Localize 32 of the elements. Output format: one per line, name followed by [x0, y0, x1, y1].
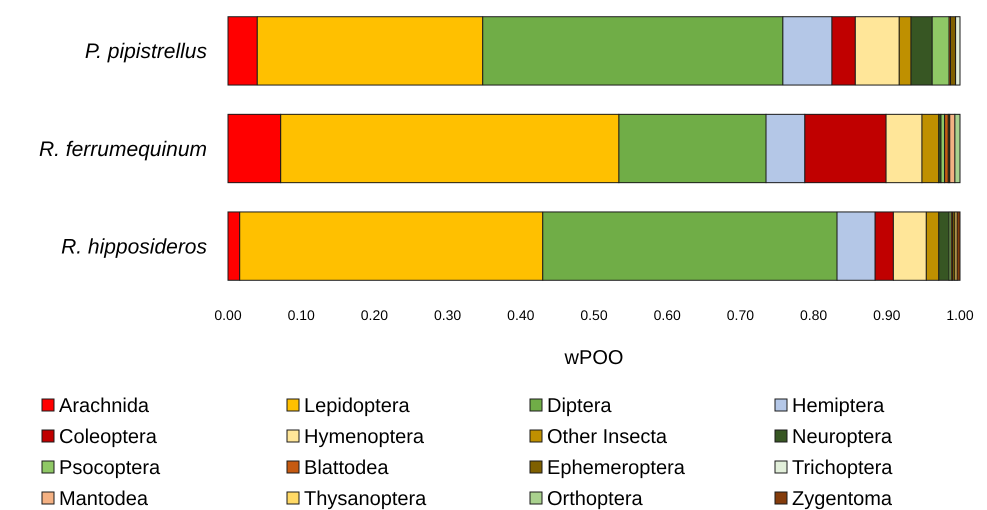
x-tick-label: 0.60 — [654, 306, 682, 323]
legend-label: Blattodea — [304, 457, 390, 479]
legend-label: Coleoptera — [59, 426, 158, 448]
x-tick-label: 0.20 — [360, 306, 388, 323]
y-tick-label: R. hipposideros — [61, 235, 208, 258]
y-tick-label: P. pipistrellus — [84, 40, 208, 64]
legend-label: Other Insecta — [547, 426, 668, 448]
x-tick-label: 0.70 — [726, 306, 754, 323]
legend-label: Orthoptera — [547, 488, 644, 510]
legend-label: Hymenoptera — [304, 426, 425, 448]
x-tick-label: 0.90 — [873, 306, 901, 323]
x-tick-label: 0.40 — [507, 306, 535, 323]
x-tick-label: 1.00 — [946, 306, 974, 323]
legend-label: Arachnida — [59, 395, 150, 417]
legend-label: Zygentoma — [792, 488, 893, 510]
x-tick-label: 0.80 — [800, 306, 828, 323]
legend-label: Thysanoptera — [304, 488, 428, 510]
x-axis-title: wPOO — [564, 347, 624, 369]
y-tick-label: R. ferrumequinum — [38, 138, 207, 161]
x-tick-label: 0.30 — [434, 306, 462, 323]
legend-label: Mantodea — [59, 488, 149, 510]
legend-label: Trichoptera — [792, 457, 894, 479]
legend-label: Diptera — [547, 395, 612, 417]
x-tick-label: 0.10 — [288, 306, 316, 323]
x-tick-label: 0.00 — [214, 306, 242, 323]
x-tick-label: 0.50 — [580, 306, 608, 323]
legend-label: Psocoptera — [59, 457, 162, 479]
legend-label: Neuroptera — [792, 426, 893, 448]
bar — [956, 211, 960, 281]
legend-label: Lepidoptera — [304, 395, 411, 417]
legend-label: Hemiptera — [792, 395, 886, 417]
legend-label: Ephemeroptera — [547, 457, 686, 479]
